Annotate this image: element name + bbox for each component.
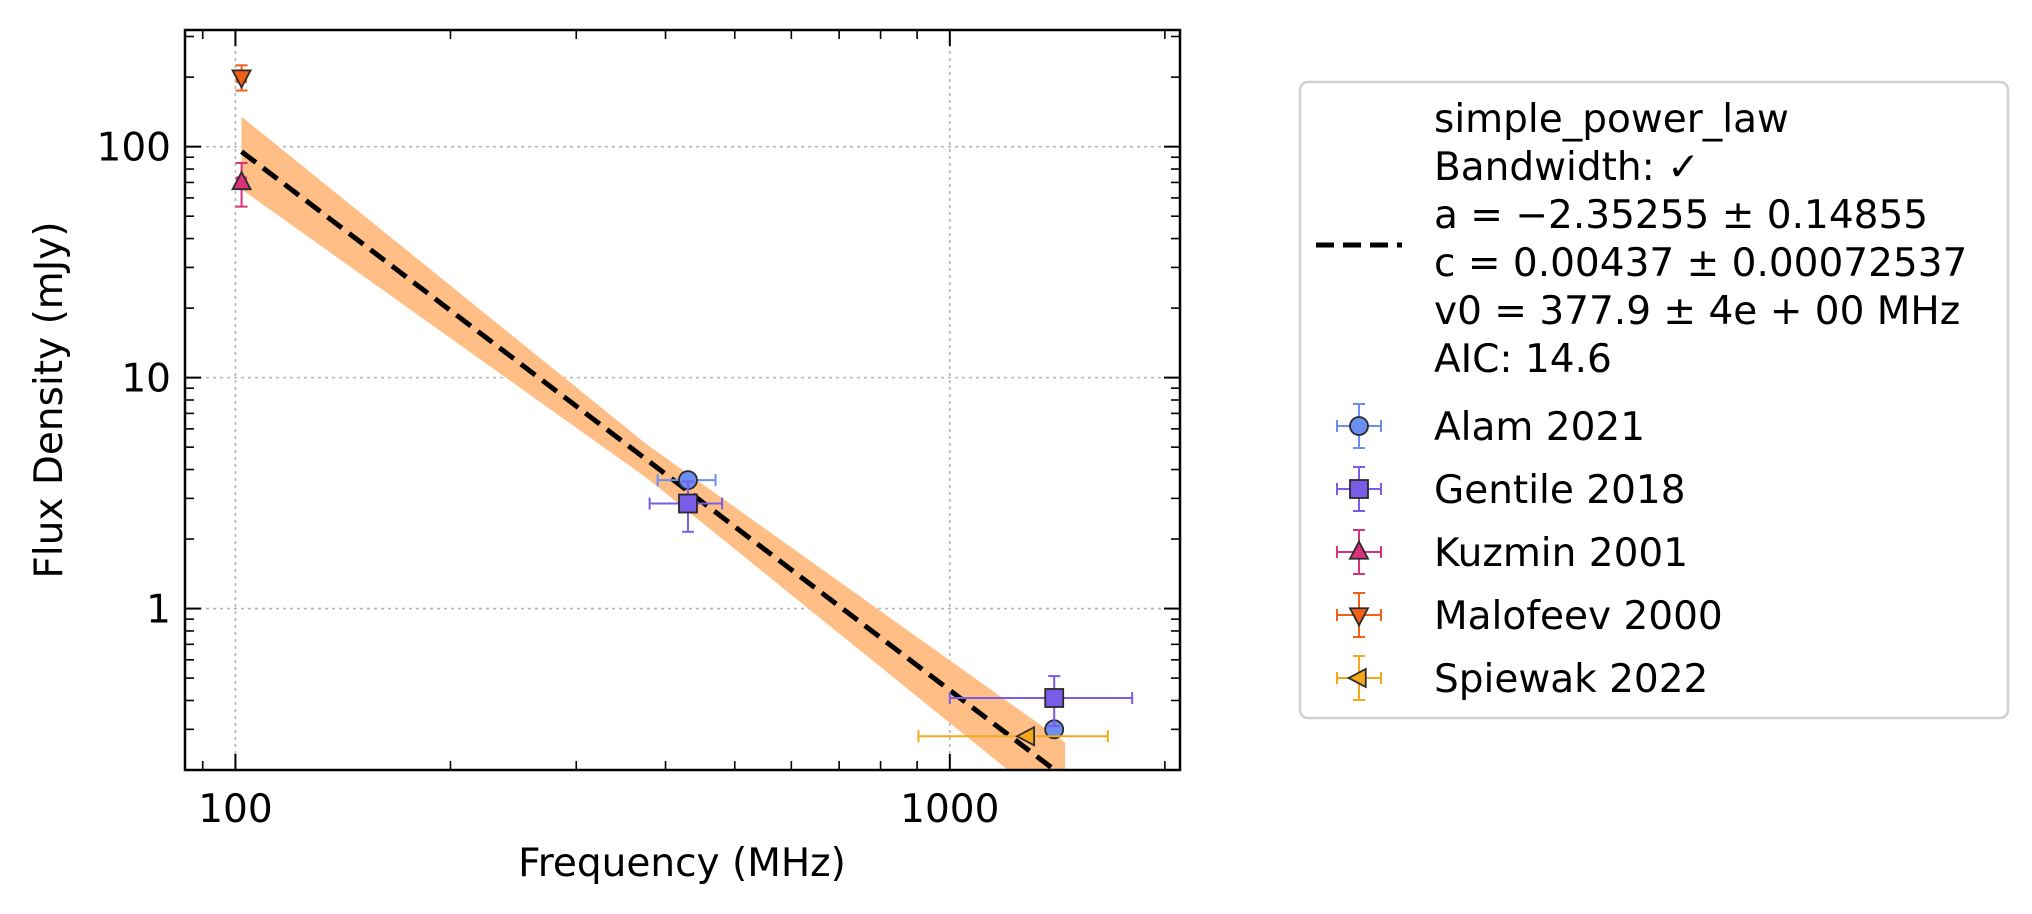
legend-entry-3: Malofeev 2000 [1336, 592, 1723, 639]
series-2-marker [231, 170, 253, 191]
tick-labels: 100 1000 1 10 100 [97, 126, 1000, 832]
y-tick-label-0: 1 [146, 588, 171, 633]
legend-fit-aic: AIC: 14.6 [1434, 337, 1612, 382]
series-0-point-0 [656, 470, 717, 490]
legend-marker-4 [1346, 667, 1367, 689]
legend-entry-2: Kuzmin 2001 [1336, 529, 1688, 576]
legend-fit-model: simple_power_law [1434, 97, 1789, 142]
series-2-point-0 [231, 161, 253, 208]
series-4-marker [1015, 725, 1036, 747]
series-1-marker [678, 493, 698, 514]
fit-line [240, 149, 1059, 770]
legend-fit-param-c: c = 0.00437 ± 0.00072537 [1434, 241, 1967, 286]
fit-uncertainty-band-layer [241, 116, 1066, 770]
data-points [231, 64, 1134, 747]
legend-marker-0 [1349, 416, 1369, 436]
series-1-marker [1044, 688, 1065, 708]
legend-label-1: Gentile 2018 [1434, 468, 1686, 513]
plot-frame [183, 28, 1182, 772]
legend-label-3: Malofeev 2000 [1434, 594, 1723, 639]
grid [185, 30, 1180, 770]
fit-line-layer [240, 149, 1059, 770]
x-tick-label-0: 100 [198, 787, 272, 832]
legend-series-entries: Alam 2021 Gentile 2018 Kuzmin 2001 Malofeev… [1336, 403, 1723, 702]
y-tick-label-2: 100 [97, 126, 171, 171]
legend-label-4: Spiewak 2022 [1434, 657, 1708, 702]
legend-entry-1: Gentile 2018 [1336, 466, 1686, 513]
y-tick-label-1: 10 [121, 357, 171, 402]
legend-entry-4: Spiewak 2022 [1336, 655, 1708, 702]
legend-fit-bandwidth: Bandwidth: ✓ [1434, 145, 1700, 190]
y-axis-label: Flux Density (mJy) [27, 221, 72, 578]
legend-fit-param-a: a = −2.35255 ± 0.14855 [1434, 193, 1928, 238]
axis-ticks [185, 30, 1180, 771]
series-4-point-0 [917, 725, 1109, 747]
series-1-point-0 [648, 480, 724, 533]
x-tick-label-1: 1000 [900, 787, 999, 832]
series-1-point-1 [948, 675, 1134, 728]
plot-background [185, 30, 1180, 770]
legend-marker-1 [1349, 479, 1369, 499]
x-axis-label: Frequency (MHz) [518, 841, 846, 886]
legend-fit-param-v0: v0 = 377.9 ± 4e + 00 MHz [1434, 289, 1960, 334]
legend-label-0: Alam 2021 [1434, 405, 1645, 450]
legend-entry-0: Alam 2021 [1336, 403, 1645, 450]
legend: simple_power_law Bandwidth: ✓ a = −2.352… [1298, 80, 2010, 720]
legend-label-2: Kuzmin 2001 [1434, 531, 1688, 576]
fit-uncertainty-band [241, 116, 1066, 770]
legend-box [1298, 80, 2010, 720]
series-3-point-0 [231, 64, 253, 92]
legend-marker-2 [1348, 539, 1370, 560]
series-3-marker [231, 69, 253, 90]
legend-marker-3 [1348, 607, 1370, 628]
